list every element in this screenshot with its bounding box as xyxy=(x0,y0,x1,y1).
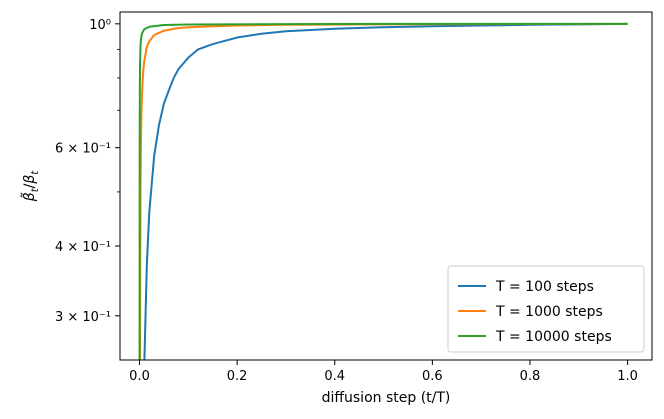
plot-frame xyxy=(119,11,653,361)
x-tick-label: 0.6 xyxy=(422,369,443,384)
y-tick-label: 4 × 10⁻¹ xyxy=(55,240,111,255)
y-tick-label: 3 × 10⁻¹ xyxy=(55,310,111,325)
x-tick-label: 0.0 xyxy=(129,369,150,384)
x-tick-label: 0.2 xyxy=(227,369,248,384)
y-tick-label: 6 × 10⁻¹ xyxy=(55,142,111,157)
legend-box xyxy=(447,265,645,353)
y-axis-label: β̃t/βt xyxy=(20,170,41,203)
legend-entry: T = 10000 steps xyxy=(495,329,612,345)
x-axis: 0.0 0.2 0.4 0.6 0.8 1.0 xyxy=(129,360,638,384)
series-layer xyxy=(138,22,628,360)
series-line-3 xyxy=(138,22,628,360)
x-tick-label: 0.8 xyxy=(520,369,541,384)
y-tick-label: 10⁰ xyxy=(89,18,111,33)
legend: T = 100 steps T = 1000 steps T = 10000 ste… xyxy=(447,265,645,353)
y-axis: 10⁰ 6 × 10⁻¹ 4 × 10⁻¹ 3 × 10⁻¹ xyxy=(55,18,120,325)
x-tick-label: 0.4 xyxy=(324,369,345,384)
series-line-1 xyxy=(143,22,628,360)
legend-entry: T = 1000 steps xyxy=(495,304,603,320)
x-axis-label: diffusion step (t/T) xyxy=(322,390,451,406)
x-tick-label: 1.0 xyxy=(617,369,638,384)
legend-entry: T = 100 steps xyxy=(495,279,594,295)
